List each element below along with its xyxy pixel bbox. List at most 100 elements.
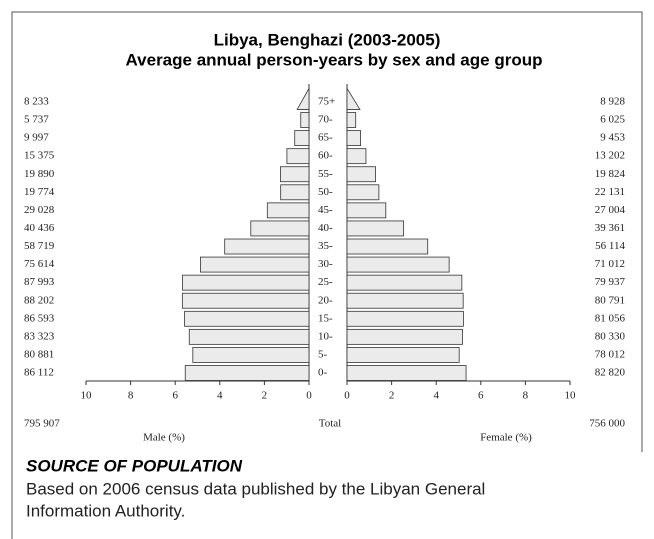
bar: [346, 310, 464, 327]
bar: [224, 238, 310, 255]
bar: [286, 148, 310, 165]
female-count: 8 928: [600, 95, 625, 107]
bar: [294, 130, 310, 146]
female-count: 19 824: [595, 168, 626, 180]
age-label: 45-: [318, 204, 333, 216]
female-count: 81 056: [595, 312, 626, 324]
male-count: 40 436: [24, 222, 55, 234]
bar: [300, 112, 310, 128]
male-count: 19 774: [24, 186, 55, 198]
source-text: Based on 2006 census data published by t…: [26, 479, 485, 498]
female-count: 6 025: [600, 114, 625, 126]
age-label: 60-: [318, 150, 333, 162]
male-count: 86 593: [24, 312, 55, 324]
age-label: 0-: [318, 367, 328, 379]
bar: [346, 328, 463, 345]
source-heading: SOURCE OF POPULATION: [26, 456, 243, 475]
male-count: 8 233: [24, 95, 49, 107]
x-tick-label: 6: [478, 390, 484, 402]
x-tick-label: 2: [262, 390, 268, 402]
bar: [346, 256, 450, 273]
bar: [280, 166, 310, 183]
female-count: 71 012: [595, 258, 625, 270]
female-total: 756 000: [589, 418, 625, 430]
bar: [266, 202, 310, 219]
female-count: 80 330: [595, 330, 626, 342]
x-tick-label: 6: [172, 390, 178, 402]
bar: [346, 220, 405, 237]
bar: [346, 87, 361, 110]
male-count: 9 997: [24, 132, 49, 144]
bar: [250, 220, 310, 237]
age-label: 30-: [318, 258, 333, 270]
male-count: 5 737: [24, 114, 49, 126]
bar: [346, 292, 464, 309]
frame: [11, 11, 643, 452]
x-tick-label: 0: [344, 390, 350, 402]
age-label: 5-: [318, 348, 328, 360]
age-label: 50-: [318, 186, 333, 198]
age-label: 35-: [318, 240, 333, 252]
female-count: 22 131: [595, 186, 625, 198]
female-count: 79 937: [595, 276, 626, 288]
age-label: 25-: [318, 276, 333, 288]
bar: [346, 130, 362, 146]
bar: [346, 112, 357, 128]
total-label: Total: [319, 418, 341, 430]
x-tick-label: 10: [565, 390, 577, 402]
male-count: 75 614: [24, 258, 55, 270]
bar: [192, 347, 310, 363]
male-count: 19 890: [24, 168, 55, 180]
age-label: 40-: [318, 222, 333, 234]
chart-subtitle: Average annual person-years by sex and a…: [126, 50, 543, 69]
bar: [346, 202, 387, 219]
x-tick-label: 4: [433, 390, 439, 402]
age-label: 15-: [318, 312, 333, 324]
source-text: Information Authority.: [26, 501, 185, 520]
female-count: 78 012: [595, 348, 625, 360]
x-tick-label: 2: [389, 390, 395, 402]
male-total: 795 907: [24, 418, 60, 430]
bar: [184, 365, 310, 381]
bar: [184, 310, 310, 327]
bar: [199, 256, 310, 273]
bar: [346, 184, 380, 201]
male-count: 29 028: [24, 204, 55, 216]
age-label: 55-: [318, 168, 333, 180]
male-count: 88 202: [24, 294, 54, 306]
age-label: 65-: [318, 132, 333, 144]
female-count: 9 453: [600, 132, 625, 144]
bar: [346, 274, 463, 291]
bar: [181, 292, 310, 309]
bar: [346, 166, 376, 183]
bar: [188, 328, 310, 345]
chart-title: Libya, Benghazi (2003-2005): [214, 30, 441, 49]
female-count: 13 202: [595, 150, 625, 162]
female-count: 80 791: [595, 294, 625, 306]
age-label: 10-: [318, 330, 333, 342]
bar: [346, 365, 467, 381]
male-axis-label: Male (%): [143, 432, 185, 444]
bar: [296, 86, 310, 110]
bar: [346, 347, 460, 363]
male-count: 83 323: [24, 330, 55, 342]
male-count: 15 375: [24, 150, 55, 162]
male-count: 86 112: [24, 367, 54, 379]
bar: [346, 148, 367, 165]
x-tick-label: 0: [306, 390, 312, 402]
bar: [346, 238, 429, 255]
x-tick-label: 4: [217, 390, 223, 402]
x-tick-label: 10: [81, 390, 93, 402]
x-tick-label: 8: [523, 390, 529, 402]
female-count: 56 114: [595, 240, 625, 252]
x-tick-label: 8: [128, 390, 134, 402]
age-label: 20-: [318, 294, 333, 306]
female-count: 27 004: [595, 204, 626, 216]
male-count: 87 993: [24, 276, 55, 288]
age-label: 70-: [318, 114, 333, 126]
age-label: 75+: [318, 95, 335, 107]
bar: [280, 184, 310, 201]
female-count: 82 820: [595, 367, 626, 379]
female-count: 39 361: [595, 222, 625, 234]
